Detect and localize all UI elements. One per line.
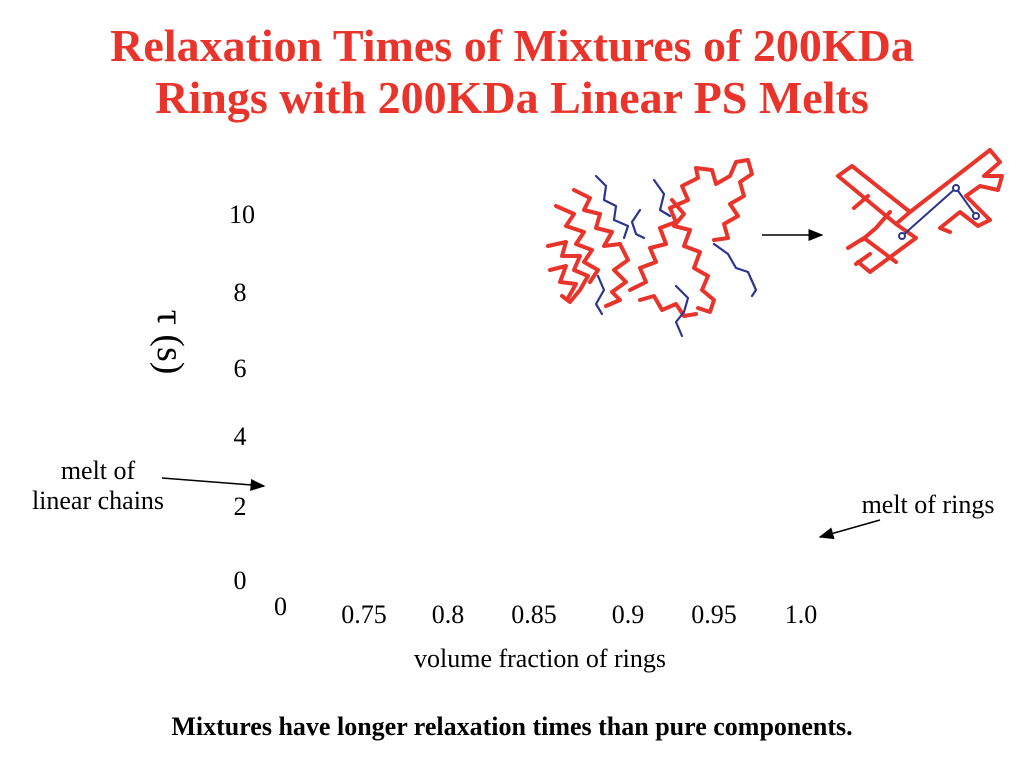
- annotation-rings: melt of rings: [861, 490, 995, 519]
- slide-caption: Mixtures have longer relaxation times th…: [171, 712, 853, 741]
- annotation-linear-chains: melt of linear chains: [8, 456, 188, 516]
- x-tick-label: 0: [274, 592, 287, 621]
- x-tick-label: 0.9: [611, 600, 645, 629]
- arrow-rings-icon: [818, 519, 881, 540]
- slide-title: Relaxation Times of Mixtures of 200KDa R…: [0, 20, 1024, 124]
- x-tick-label: 0.95: [691, 600, 737, 629]
- polymer-blend-icon: [546, 158, 758, 338]
- annotation-linear-line-2: linear chains: [31, 486, 165, 515]
- y-tick-label: 4: [233, 422, 247, 451]
- x-tick-label: 0.8: [431, 600, 465, 629]
- x-axis-label: volume fraction of rings: [414, 644, 666, 673]
- y-tick-label: 8: [233, 278, 247, 307]
- y-tick-label: 10: [229, 200, 255, 229]
- y-tick-label: 2: [233, 492, 247, 521]
- annotation-linear-line-1: melt of: [60, 456, 136, 485]
- arrow-linear-icon: [161, 477, 266, 491]
- title-line-2: Rings with 200KDa Linear PS Melts: [155, 72, 869, 123]
- x-tick-label: 1.0: [784, 600, 818, 629]
- y-tick-label: 0: [233, 566, 247, 595]
- title-line-1: Relaxation Times of Mixtures of 200KDa: [110, 20, 914, 71]
- x-tick-label: 0.75: [341, 600, 387, 629]
- y-tick-label: 6: [233, 354, 247, 383]
- branched-ring-icon: [836, 148, 1004, 274]
- x-tick-label: 0.85: [511, 600, 557, 629]
